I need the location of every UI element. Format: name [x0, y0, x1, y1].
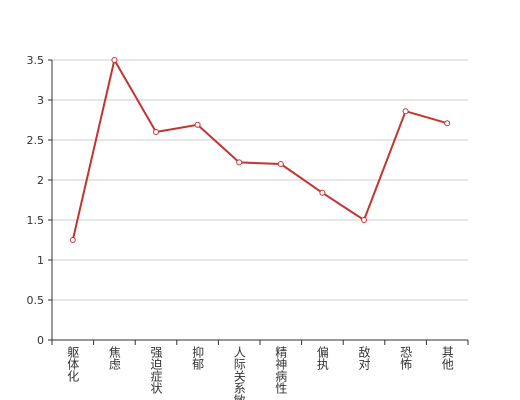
- x-tick-label: 其他: [440, 346, 454, 370]
- point: [194, 121, 201, 128]
- y-tick-label: 2: [37, 174, 44, 187]
- x-tick-label: 焦虑: [107, 346, 121, 370]
- point: [402, 108, 409, 115]
- x-tick-label: 精神病性: [274, 346, 288, 395]
- y-tick-label: 2.5: [27, 134, 45, 147]
- y-tick-label: 1.5: [27, 214, 45, 227]
- x-tick-label: 强迫症状: [149, 346, 163, 394]
- x-tick-label: 人际关系敏感: [232, 346, 246, 400]
- point: [236, 159, 243, 166]
- point: [111, 57, 118, 63]
- x-tick-label: 躯体化: [66, 345, 80, 383]
- y-tick-label: 3: [37, 94, 44, 107]
- x-tick-label: 抑郁: [191, 345, 205, 371]
- point: [277, 161, 284, 167]
- x-tick-label: 恐怖: [399, 346, 413, 370]
- line: [71, 57, 448, 241]
- y-tick-label: 1: [37, 254, 44, 267]
- x-tick-label: 敌对: [357, 345, 371, 370]
- point: [69, 237, 76, 243]
- y-tick-label: 3.5: [27, 54, 45, 67]
- point: [444, 120, 451, 127]
- y-tick-label: 0: [37, 334, 44, 347]
- point: [361, 217, 367, 223]
- x-tick-label: 偏执: [315, 345, 329, 371]
- point: [153, 129, 159, 135]
- point: [319, 189, 326, 196]
- y-tick-label: 0.5: [27, 294, 45, 307]
